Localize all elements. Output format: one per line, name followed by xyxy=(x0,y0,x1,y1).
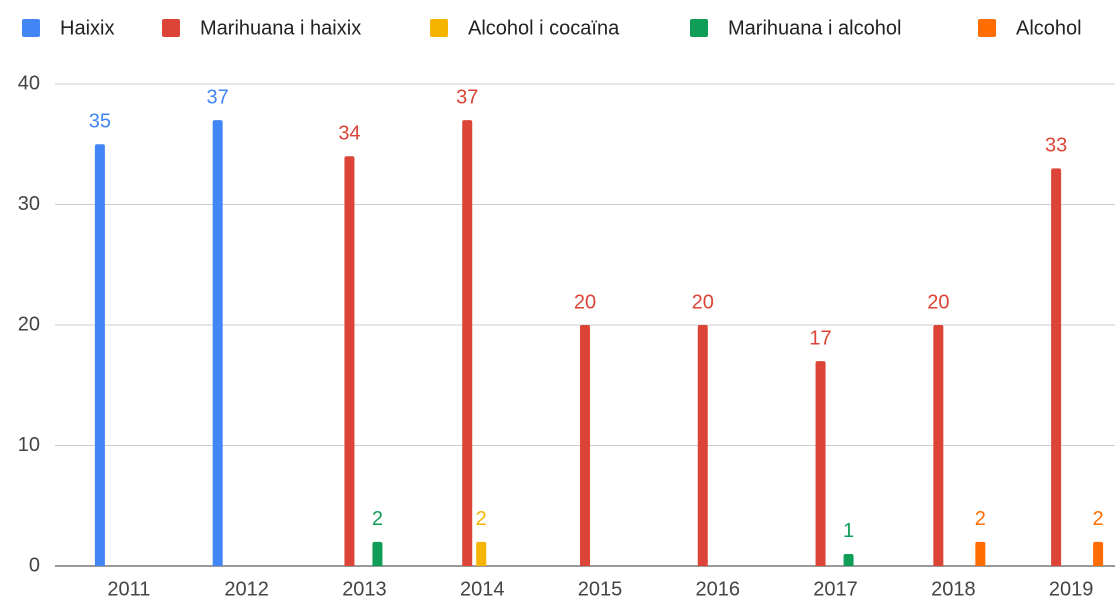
bar xyxy=(1051,168,1062,566)
x-tick-label: 2013 xyxy=(342,578,387,600)
y-tick-label: 10 xyxy=(18,434,40,456)
bar xyxy=(1093,541,1104,566)
data-label: 20 xyxy=(692,291,714,313)
legend-label: Alcohol xyxy=(1016,17,1082,39)
bar xyxy=(462,120,473,567)
legend-swatch xyxy=(978,19,996,37)
data-label: 34 xyxy=(338,123,360,145)
data-label: 1 xyxy=(843,520,854,542)
x-tick-label: 2015 xyxy=(578,578,623,600)
y-tick-label: 40 xyxy=(18,72,40,94)
bar xyxy=(975,541,986,566)
data-label: 20 xyxy=(927,291,949,313)
data-label: 35 xyxy=(89,111,111,133)
legend-label: Marihuana i alcohol xyxy=(728,17,901,39)
bar xyxy=(344,156,355,567)
bar xyxy=(843,553,854,566)
legend-label: Haixix xyxy=(60,17,114,39)
bar xyxy=(815,361,826,566)
bar xyxy=(372,541,383,566)
data-label: 2 xyxy=(975,508,986,530)
bar xyxy=(697,325,708,566)
data-label: 33 xyxy=(1045,135,1067,157)
bar xyxy=(94,144,105,566)
data-label: 37 xyxy=(207,86,229,108)
x-tick-label: 2018 xyxy=(931,578,976,600)
x-tick-label: 2012 xyxy=(224,578,269,600)
bar xyxy=(933,325,944,566)
x-tick-label: 2011 xyxy=(107,578,150,600)
legend-label: Marihuana i haixix xyxy=(200,17,361,39)
data-label: 2 xyxy=(1093,508,1104,530)
legend-swatch xyxy=(430,19,448,37)
data-label: 2 xyxy=(372,508,383,530)
data-label: 37 xyxy=(456,86,478,108)
legend-swatch xyxy=(162,19,180,37)
y-tick-label: 20 xyxy=(18,313,40,335)
x-tick-label: 2016 xyxy=(696,578,741,600)
x-tick-label: 2017 xyxy=(813,578,858,600)
legend-swatch xyxy=(22,19,40,37)
bar xyxy=(212,120,223,567)
x-tick-label: 2019 xyxy=(1049,578,1094,600)
y-tick-label: 30 xyxy=(18,193,40,215)
bar xyxy=(476,541,487,566)
legend-label: Alcohol i cocaïna xyxy=(468,17,620,39)
data-label: 2 xyxy=(476,508,487,530)
bar xyxy=(580,325,590,566)
data-label: 20 xyxy=(574,291,596,313)
x-tick-label: 2014 xyxy=(460,578,505,600)
data-label: 17 xyxy=(809,327,831,349)
legend-swatch xyxy=(690,19,708,37)
y-tick-label: 0 xyxy=(29,554,40,576)
